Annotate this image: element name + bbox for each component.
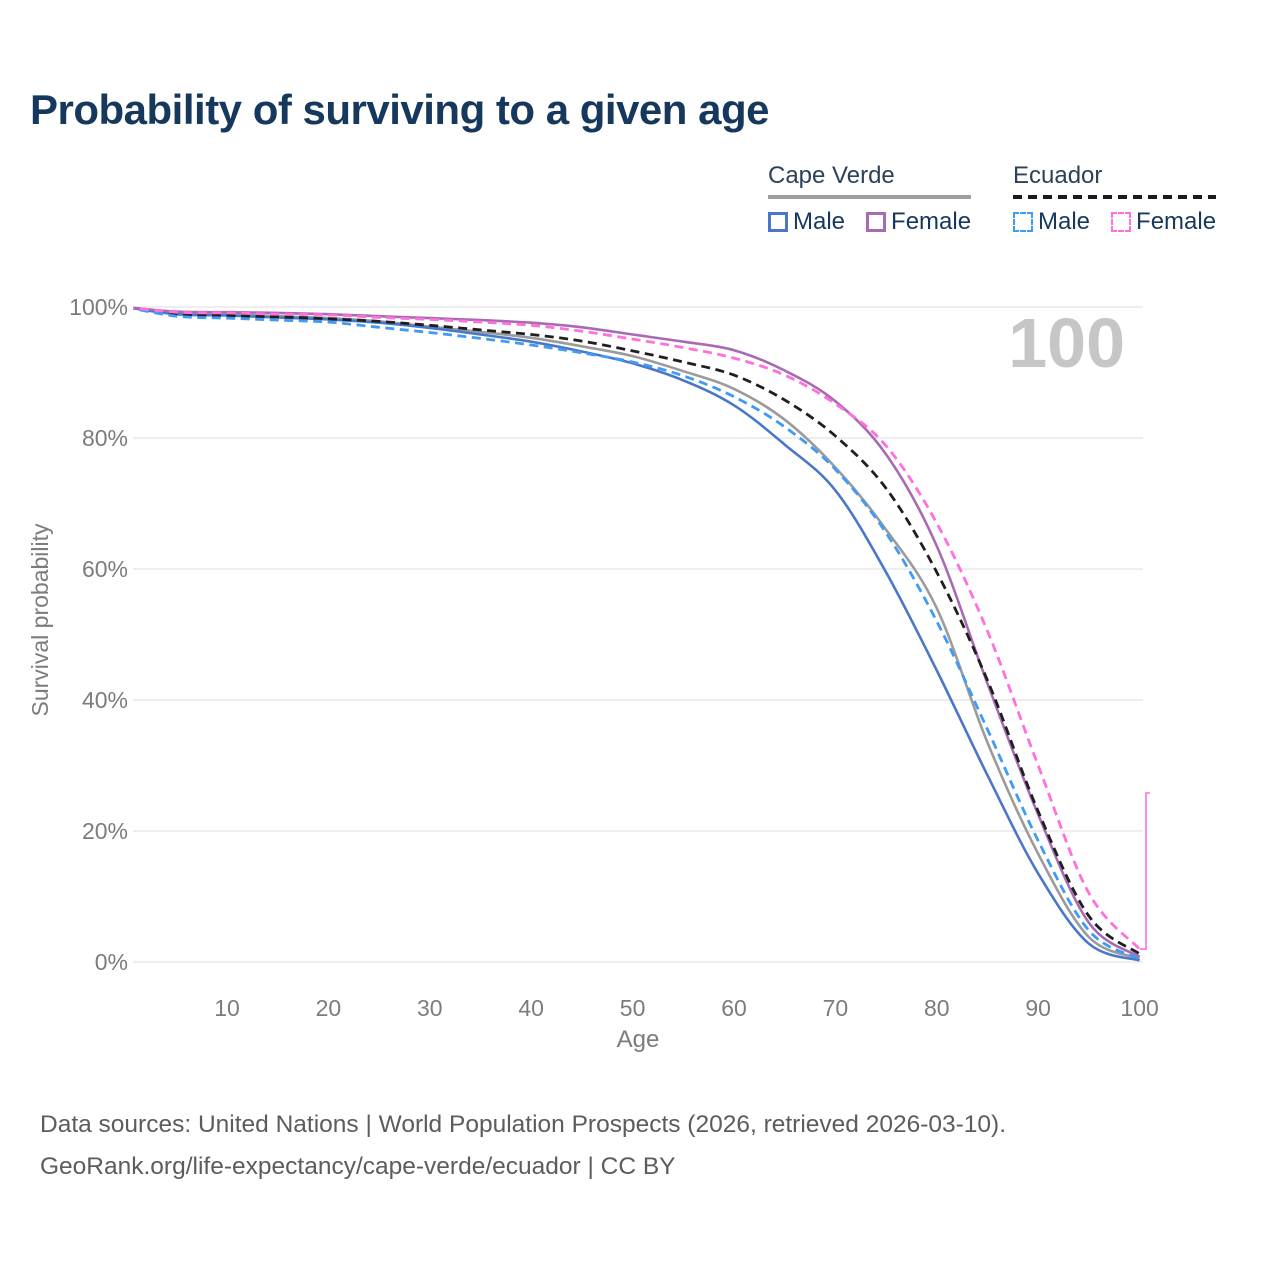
y-tick-label: 100% bbox=[69, 294, 128, 320]
end-label-connector bbox=[1139, 792, 1150, 950]
curve-ecuador-male[interactable] bbox=[126, 307, 1141, 961]
x-tick-label: 100 bbox=[1120, 995, 1158, 1021]
curve-ecuador-female[interactable] bbox=[126, 306, 1141, 951]
legend-item-label: Female bbox=[1136, 208, 1217, 235]
legend-item-label: Female bbox=[891, 208, 972, 235]
legend-group-ecuador: Ecuador Male Female bbox=[1013, 162, 1217, 236]
ecuador-female-swatch-icon bbox=[1111, 212, 1132, 232]
y-tick-label: 40% bbox=[82, 687, 128, 713]
x-tick-label: 20 bbox=[316, 995, 342, 1021]
y-tick-label: 20% bbox=[82, 818, 128, 844]
legend-item-label: Male bbox=[1038, 208, 1091, 235]
x-tick-label: 60 bbox=[721, 995, 747, 1021]
curve-cape-verde-male[interactable] bbox=[126, 306, 1141, 962]
footer: Data sources: United Nations | World Pop… bbox=[40, 1104, 1006, 1188]
page-title: Probability of surviving to a given age bbox=[30, 86, 769, 133]
y-axis-title: Survival probability bbox=[27, 523, 53, 717]
y-tick-label: 60% bbox=[82, 556, 128, 582]
x-tick-label: 70 bbox=[823, 995, 849, 1021]
x-tick-label: 30 bbox=[417, 995, 443, 1021]
legend-item-cape-verde-male[interactable]: Male bbox=[768, 208, 845, 236]
x-tick-label: 40 bbox=[518, 995, 544, 1021]
footer-data-sources: Data sources: United Nations | World Pop… bbox=[40, 1111, 1007, 1138]
curve-cape-verde-female[interactable] bbox=[126, 306, 1141, 958]
age-watermark: 100 bbox=[1008, 304, 1125, 382]
legend-item-ecuador-female[interactable]: Female bbox=[1111, 208, 1216, 236]
cape-verde-male-swatch-icon bbox=[768, 212, 788, 232]
x-axis-title: Age bbox=[617, 1026, 660, 1053]
legend-underline-dashed bbox=[1013, 195, 1217, 199]
curve-ecuador-both[interactable] bbox=[126, 306, 1141, 956]
y-tick-label: 80% bbox=[82, 425, 128, 451]
legend-country-cape-verde[interactable]: Cape Verde bbox=[768, 162, 895, 189]
legend-group-cape-verde: Cape Verde Male Female bbox=[768, 162, 972, 236]
x-tick-label: 50 bbox=[620, 995, 646, 1021]
legend-item-cape-verde-female[interactable]: Female bbox=[866, 208, 971, 236]
ecuador-male-swatch-icon bbox=[1013, 212, 1033, 232]
legend-item-ecuador-male[interactable]: Male bbox=[1013, 208, 1090, 236]
y-tick-label: 0% bbox=[95, 949, 128, 975]
footer-attribution: GeoRank.org/life-expectancy/cape-verde/e… bbox=[40, 1153, 676, 1180]
x-tick-label: 80 bbox=[924, 995, 950, 1021]
x-tick-label: 90 bbox=[1025, 995, 1051, 1021]
x-tick-label: 10 bbox=[214, 995, 240, 1021]
cape-verde-female-swatch-icon bbox=[866, 212, 887, 232]
legend-underline-solid bbox=[768, 195, 972, 199]
legend-country-ecuador[interactable]: Ecuador bbox=[1013, 162, 1103, 189]
legend-item-label: Male bbox=[793, 208, 846, 235]
